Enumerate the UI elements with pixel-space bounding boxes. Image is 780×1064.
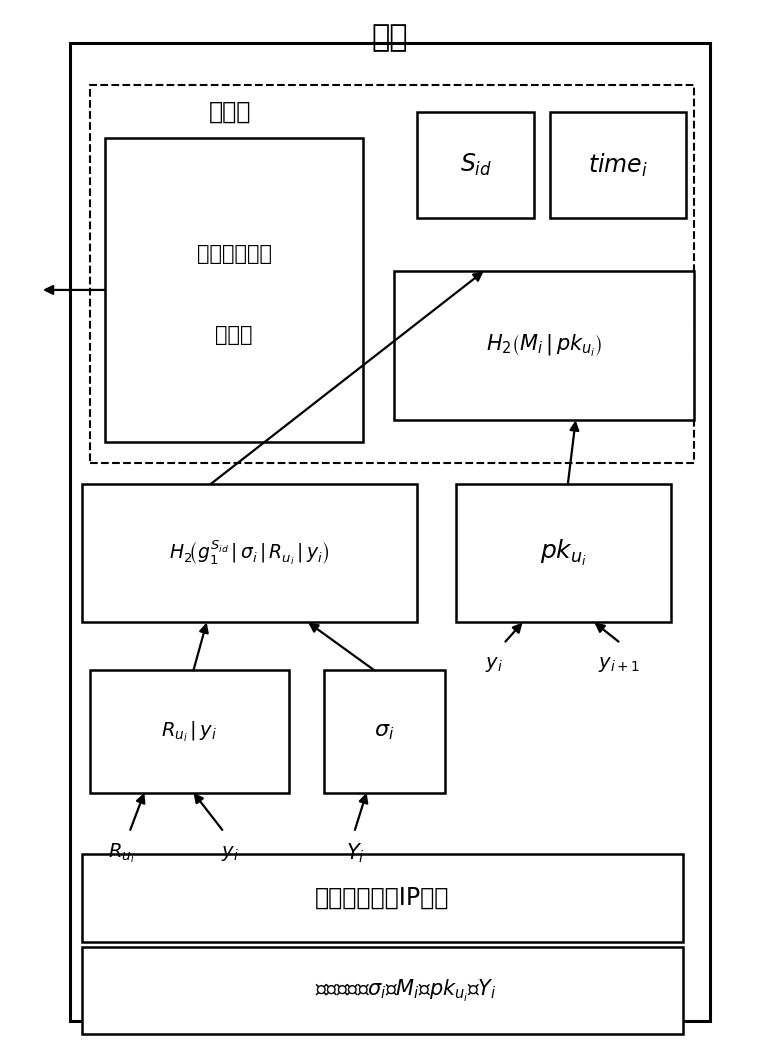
Text: 后一个区块的IP地址: 后一个区块的IP地址: [315, 886, 449, 910]
Text: $\mathit{time}_i$: $\mathit{time}_i$: [588, 151, 648, 179]
Bar: [90, 85, 694, 463]
Text: $R_{u_i}$: $R_{u_i}$: [108, 842, 134, 865]
Text: $y_i$: $y_i$: [222, 844, 239, 863]
Text: $S_{id}$: $S_{id}$: [459, 152, 492, 178]
Bar: [82, 854, 682, 942]
Text: $y_{i+1}$: $y_{i+1}$: [597, 655, 640, 675]
Text: 事务记录：$\sigma_i$，$M_i$，$pk_{u_i}$，$Y_i$: 事务记录：$\sigma_i$，$M_i$，$pk_{u_i}$，$Y_i$: [315, 978, 496, 1003]
Bar: [394, 271, 694, 420]
Text: $H_2\left(M_i\,|\,pk_{u_i}\right)$: $H_2\left(M_i\,|\,pk_{u_i}\right)$: [486, 333, 602, 359]
Text: $\sigma_i$: $\sigma_i$: [374, 721, 395, 742]
Text: $R_{u_i}\,|\,y_i$: $R_{u_i}\,|\,y_i$: [161, 719, 217, 744]
Text: 区块头: 区块头: [209, 100, 251, 123]
Bar: [82, 947, 682, 1034]
Text: 前一个区块的: 前一个区块的: [197, 244, 271, 264]
Bar: [105, 138, 363, 442]
Text: $pk_{u_i}$: $pk_{u_i}$: [540, 538, 587, 568]
Bar: [82, 484, 417, 622]
Bar: [417, 112, 534, 218]
Text: $H_2\!\left(g_1^{S_{id}}\,|\,\sigma_i\,|\,R_{u_i}\,|\,y_i\right)$: $H_2\!\left(g_1^{S_{id}}\,|\,\sigma_i\,|…: [169, 539, 330, 567]
Text: $y_i$: $y_i$: [485, 655, 502, 675]
Bar: [456, 484, 671, 622]
Text: $Y_i$: $Y_i$: [346, 842, 364, 865]
Text: 哈希值: 哈希值: [215, 326, 253, 346]
Text: 区块: 区块: [372, 22, 408, 52]
Bar: [324, 670, 445, 793]
Bar: [90, 670, 289, 793]
Bar: [550, 112, 686, 218]
Bar: [70, 43, 710, 1021]
